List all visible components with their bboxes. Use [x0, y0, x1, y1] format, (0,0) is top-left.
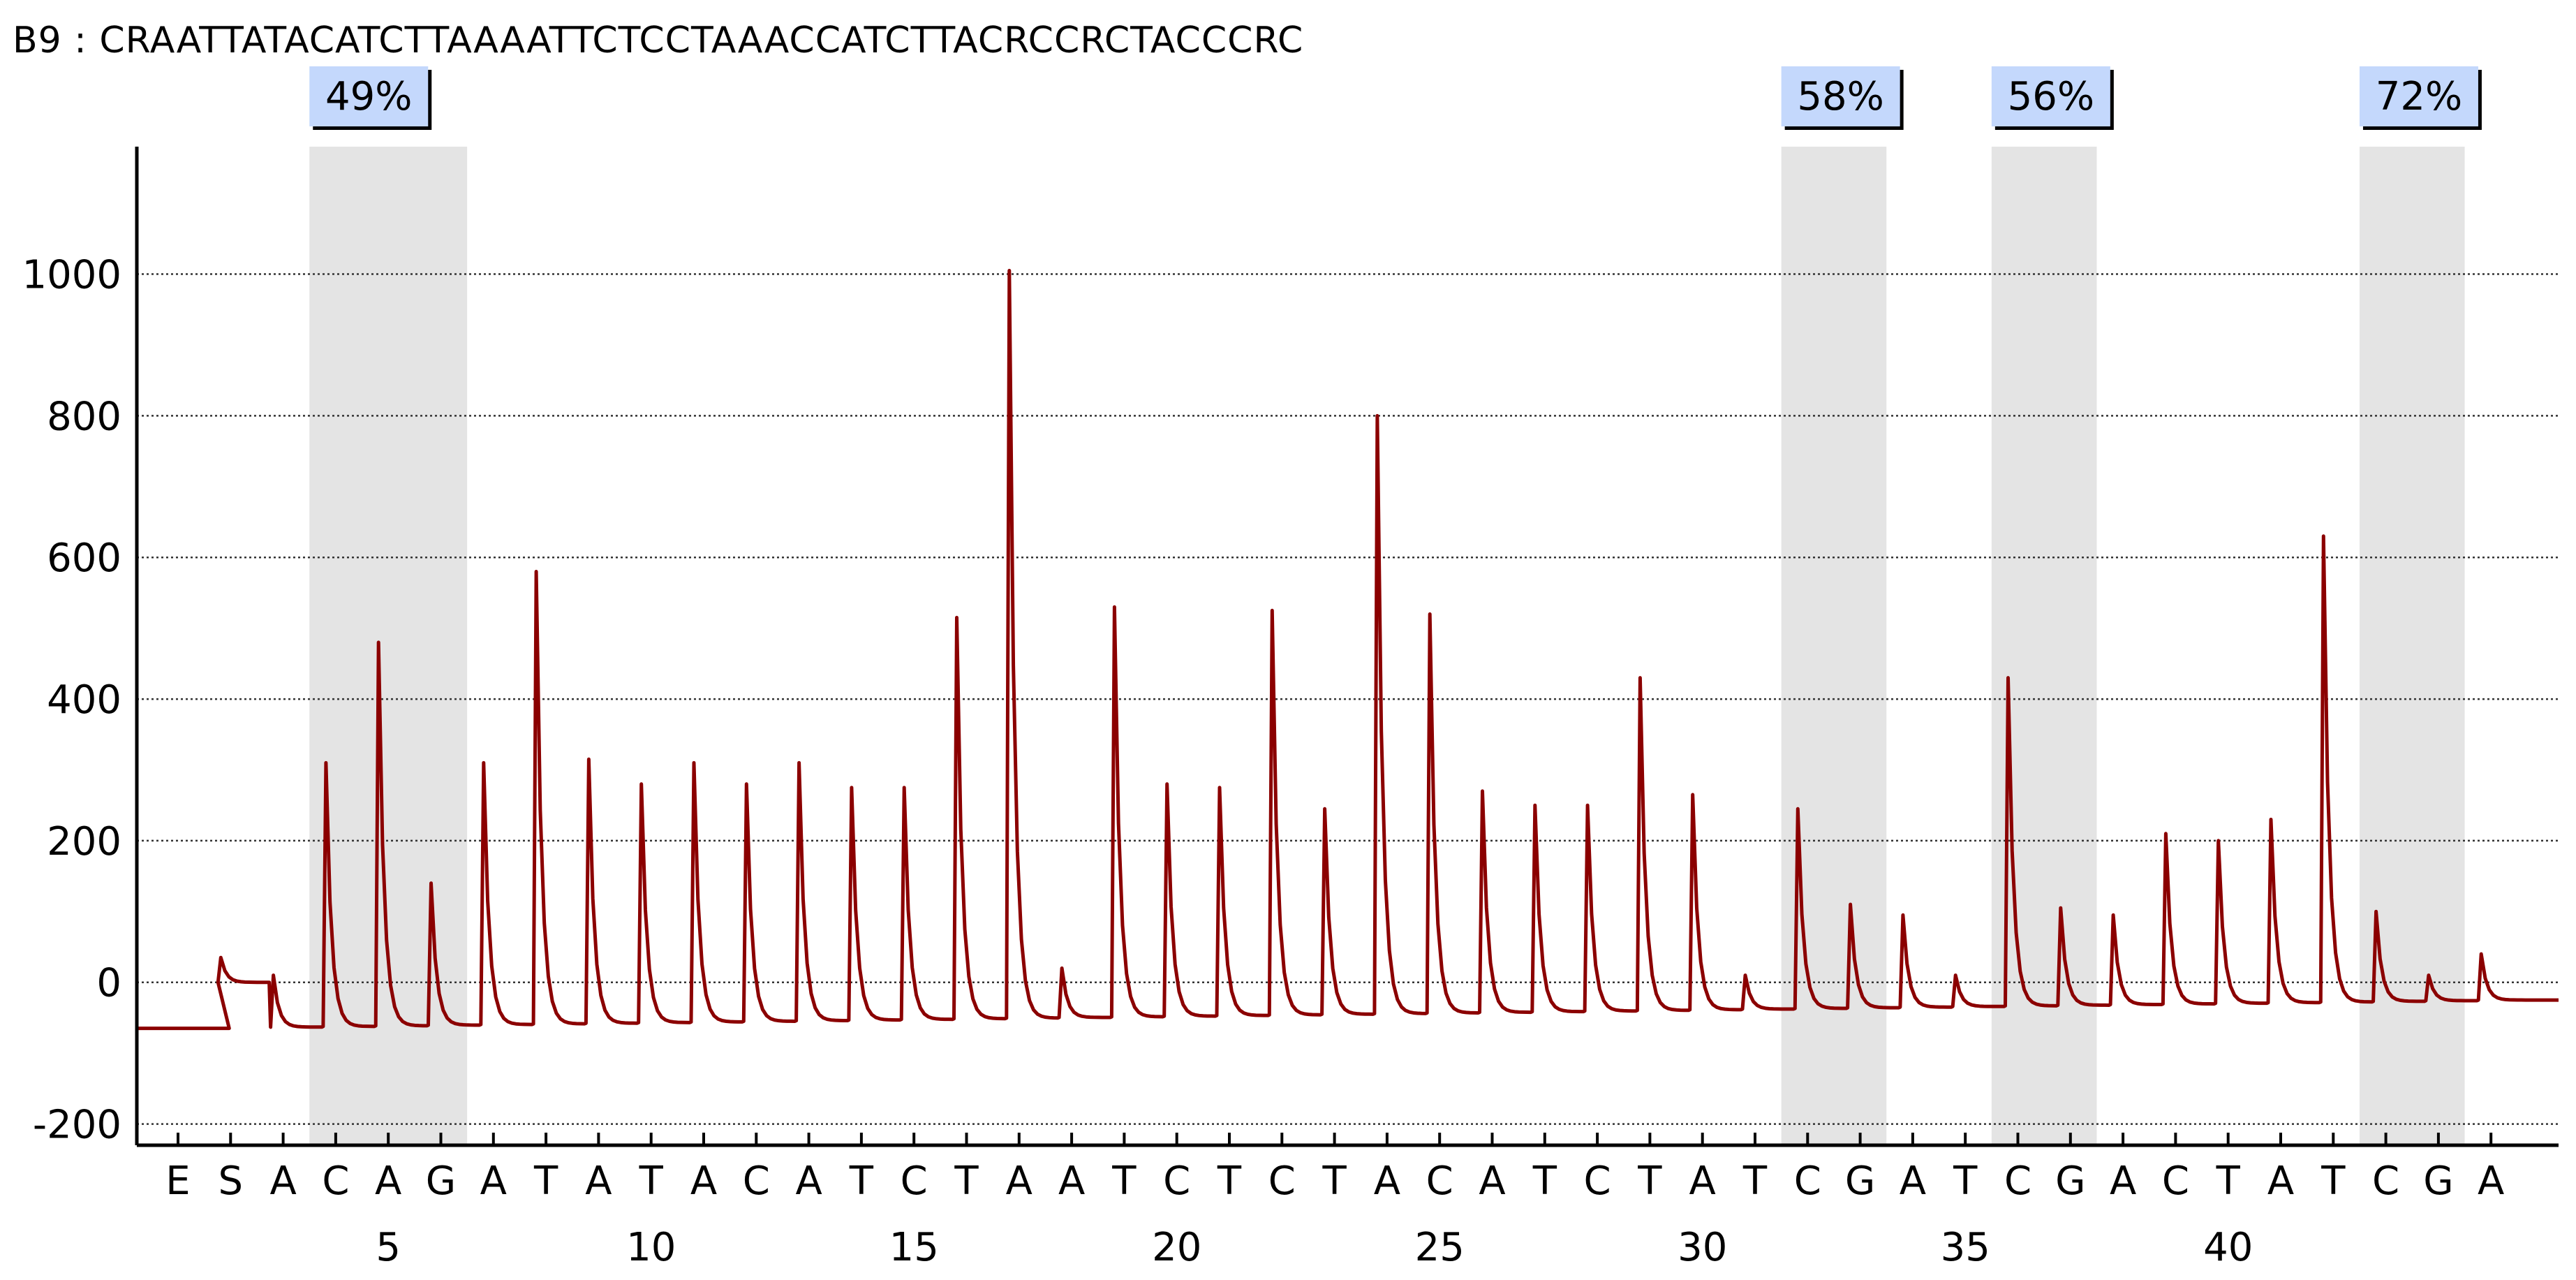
dispensation-letter: T [1217, 1158, 1242, 1204]
dispensation-letter: T [639, 1158, 664, 1204]
dispensation-letter: A [1689, 1158, 1716, 1204]
sequence-text: CRAATTATACATCTTAAAATTCTCCTAAACCATCTTACRC… [99, 20, 1304, 61]
dispensation-letter: C [2004, 1158, 2031, 1204]
y-tick-label: 400 [47, 677, 121, 723]
dispensation-letter: C [322, 1158, 349, 1204]
highlight-region-4 [2359, 147, 2465, 1145]
x-tick-label: 30 [1678, 1225, 1727, 1270]
dispensation-letter: C [1268, 1158, 1296, 1204]
dispensation-letter: A [2478, 1158, 2504, 1204]
highlight-region-2 [1781, 147, 1887, 1145]
dispensation-letter: A [585, 1158, 612, 1204]
dispensation-letter: A [2110, 1158, 2136, 1204]
x-tick-label: 15 [889, 1225, 939, 1270]
dispensation-letter: S [219, 1158, 244, 1204]
dispensation-letter: A [1900, 1158, 1926, 1204]
y-tick-label: -200 [33, 1103, 121, 1148]
highlight-region-1 [309, 147, 468, 1145]
dispensation-letter: C [1794, 1158, 1821, 1204]
x-tick-label: 5 [376, 1225, 401, 1270]
dispensation-letter: C [1584, 1158, 1611, 1204]
region-label-2: 58% [1797, 74, 1883, 119]
dispensation-letter: G [2055, 1158, 2085, 1204]
region-label-4: 72% [2376, 74, 2462, 119]
signal-trace [137, 268, 2559, 1031]
dispensation-letter: A [480, 1158, 507, 1204]
x-tick-label: 20 [1152, 1225, 1201, 1270]
dispensation-letter: C [743, 1158, 770, 1204]
dispensation-letter: G [2423, 1158, 2453, 1204]
header-separator: : [74, 20, 87, 61]
y-tick-label: 0 [96, 961, 121, 1006]
dispensation-letter: A [1058, 1158, 1085, 1204]
region-label-box-1 [309, 66, 429, 126]
dispensation-letter: A [1006, 1158, 1032, 1204]
x-tick-label: 35 [1941, 1225, 1990, 1270]
dispensation-letter: A [2267, 1158, 2294, 1204]
dispensation-letter: T [1742, 1158, 1768, 1204]
x-tick-label: 10 [626, 1225, 676, 1270]
dispensation-letter: C [1426, 1158, 1453, 1204]
dispensation-letter: A [1374, 1158, 1400, 1204]
y-tick-label: 200 [47, 819, 121, 865]
dispensation-letter: G [1845, 1158, 1875, 1204]
dispensation-letter: T [1953, 1158, 1978, 1204]
dispensation-letter: A [375, 1158, 401, 1204]
sample-id: B9 [13, 20, 62, 61]
y-tick-label: 600 [47, 536, 121, 581]
y-tick-label: 1000 [22, 253, 121, 298]
dispensation-letter: A [690, 1158, 717, 1204]
dispensation-letter: C [901, 1158, 928, 1204]
dispensation-letter: T [1637, 1158, 1662, 1204]
x-tick-label: 25 [1415, 1225, 1465, 1270]
dispensation-letter: T [533, 1158, 558, 1204]
x-tick-label: 40 [2203, 1225, 2253, 1270]
dispensation-letter: T [954, 1158, 979, 1204]
dispensation-letter: A [1479, 1158, 1505, 1204]
region-label-3: 56% [2008, 74, 2094, 119]
dispensation-letter: E [165, 1158, 190, 1204]
dispensation-letter: T [1322, 1158, 1347, 1204]
dispensation-letter: G [426, 1158, 456, 1204]
dispensation-letter: T [1532, 1158, 1557, 1204]
dispensation-letter: T [1111, 1158, 1137, 1204]
region-label-box-2 [1781, 66, 1900, 126]
y-tick-label: 800 [47, 394, 121, 439]
region-label-box-3 [1991, 66, 2110, 126]
sequence-header: B9 : CRAATTATACATCTTAAAATTCTCCTAAACCATCT… [13, 20, 1303, 61]
region-label-1: 49% [325, 74, 412, 119]
dispensation-letter: C [2372, 1158, 2399, 1204]
region-label-box-4 [2359, 66, 2478, 126]
dispensation-letter: A [269, 1158, 296, 1204]
dispensation-letter: C [2162, 1158, 2189, 1204]
dispensation-letter: T [2216, 1158, 2241, 1204]
dispensation-letter: T [849, 1158, 874, 1204]
dispensation-letter: C [1163, 1158, 1190, 1204]
highlight-region-3 [1991, 147, 2097, 1145]
dispensation-letter: T [2320, 1158, 2346, 1204]
dispensation-letter: A [795, 1158, 822, 1204]
